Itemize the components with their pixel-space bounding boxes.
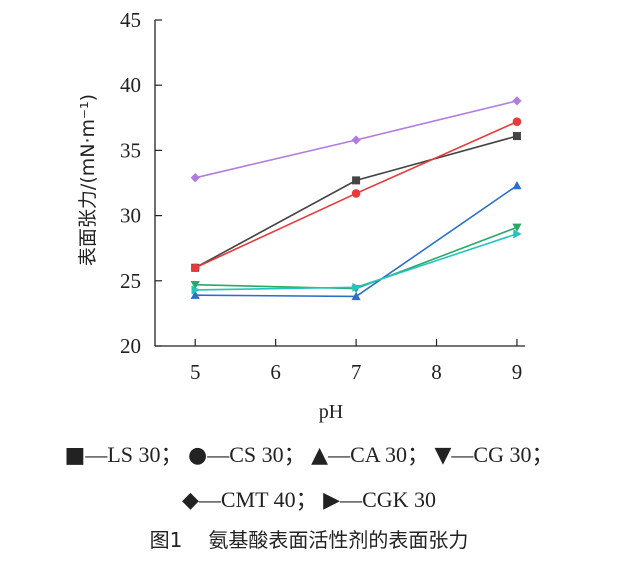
line-chart: 20 25 30 35 40 45 5 6 7 8 9 pH 表面张力/(mN·m⁻¹) — [77, 8, 525, 423]
x-tick-label: 6 — [270, 360, 281, 384]
x-tick-label: 9 — [512, 360, 523, 384]
x-tick-label: 7 — [351, 360, 362, 384]
series-cg-30 — [190, 223, 522, 294]
data-point-square — [352, 176, 361, 185]
x-tick-label: 5 — [190, 360, 201, 384]
series-layer — [190, 96, 522, 301]
data-point-circle — [512, 117, 522, 127]
data-point-triangle-down — [190, 281, 200, 290]
data-point-diamond — [351, 135, 361, 145]
triangle-up-marker-icon: ▲ — [311, 443, 329, 468]
legend-row-2: ◆—CMT 40； ▶—CGK 30 — [0, 482, 618, 514]
y-tick-label: 20 — [120, 334, 141, 358]
y-tick-label: 40 — [120, 73, 141, 97]
legend-label: —CA 30 — [328, 442, 407, 467]
square-marker-icon: ■ — [64, 443, 86, 468]
data-point-diamond — [512, 96, 522, 106]
axes: 20 25 30 35 40 45 5 6 7 8 9 — [120, 8, 525, 384]
y-tick-label: 35 — [120, 138, 141, 162]
legend-separator: ； — [295, 487, 318, 512]
data-point-triangle-right — [513, 229, 522, 239]
series-cmt-40 — [190, 96, 522, 183]
legend-label: —CMT 40 — [198, 487, 296, 512]
circle-marker-icon: ● — [188, 443, 208, 468]
legend-item-ca: ▲—CA 30； — [311, 437, 429, 469]
data-point-triangle-up — [351, 291, 361, 301]
legend-label: —CS 30 — [207, 442, 284, 467]
series-line — [195, 226, 518, 290]
y-tick-label: 30 — [120, 204, 141, 228]
triangle-right-marker-icon: ▶ — [323, 488, 341, 513]
legend-separator: ； — [406, 442, 429, 467]
data-point-triangle-up — [190, 290, 200, 299]
series-ca-30 — [190, 181, 522, 301]
data-point-circle — [351, 189, 361, 198]
legend-separator: ； — [283, 442, 306, 467]
data-point-triangle-right — [191, 285, 200, 295]
series-cgk-30 — [191, 229, 522, 295]
legend-item-ls: ■—LS 30； — [65, 437, 183, 469]
y-tick-label: 45 — [120, 8, 141, 32]
y-axis-title: 表面张力/(mN·m⁻¹) — [77, 94, 99, 266]
series-line — [194, 135, 518, 269]
legend-row-1: ■—LS 30； ●—CS 30； ▲—CA 30； ▼—CG 30； — [0, 437, 618, 469]
x-axis-title: pH — [319, 401, 343, 423]
legend-item-cgk: ▶—CGK 30 — [323, 487, 436, 513]
legend-label: —LS 30 — [85, 442, 161, 467]
series-ls-30 — [191, 132, 521, 272]
figure-caption: 图1 氨基酸表面活性剂的表面张力 — [0, 524, 618, 553]
legend-separator: ； — [531, 442, 554, 467]
legend-item-cmt: ◆—CMT 40； — [182, 482, 318, 514]
legend-label: —CGK 30 — [340, 487, 437, 512]
y-tick-label: 25 — [120, 269, 141, 293]
x-tick-label: 8 — [431, 360, 442, 384]
figure-number: 图1 — [149, 528, 183, 552]
legend-item-cs: ●—CS 30； — [188, 437, 306, 469]
legend-separator: ； — [160, 442, 183, 467]
legend-item-cg: ▼—CG 30； — [434, 437, 553, 469]
data-point-diamond — [190, 173, 200, 183]
data-point-triangle-down — [512, 223, 522, 232]
data-point-triangle-right — [352, 282, 361, 292]
data-point-square — [512, 132, 521, 141]
diamond-marker-icon: ◆ — [181, 488, 199, 513]
series-cs-30 — [190, 117, 522, 273]
legend-label: —CG 30 — [451, 442, 532, 467]
data-point-triangle-up — [512, 181, 522, 190]
figure-caption-text: 氨基酸表面活性剂的表面张力 — [208, 528, 469, 552]
data-point-circle — [190, 263, 200, 273]
triangle-down-marker-icon: ▼ — [434, 443, 452, 468]
